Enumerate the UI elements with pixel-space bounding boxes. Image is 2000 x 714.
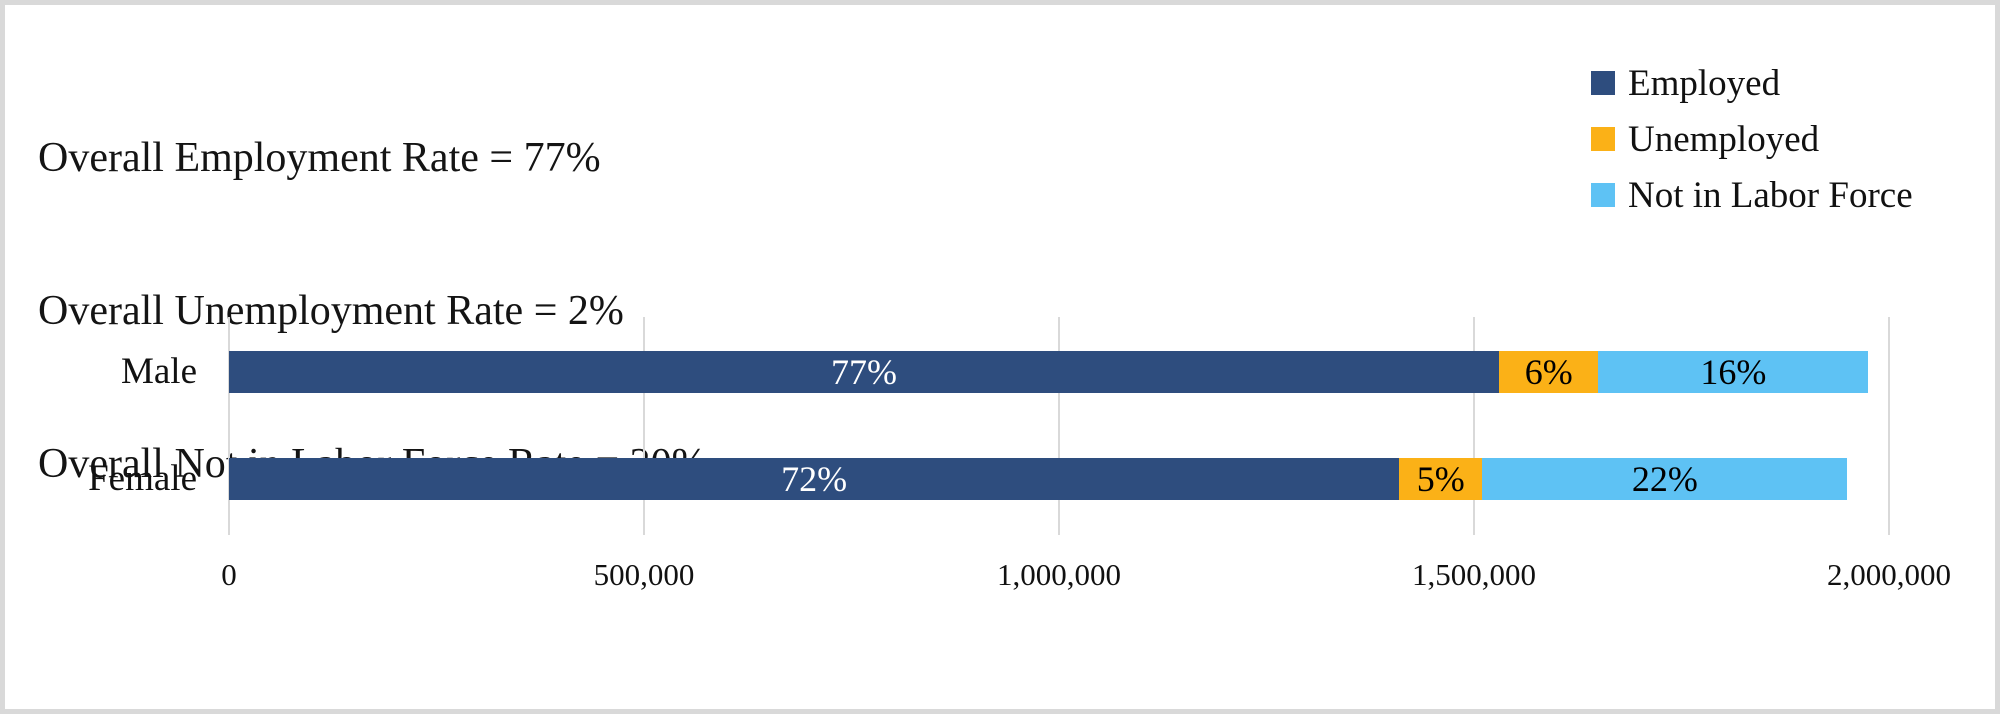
segment-not-in-labor-force-female: 22% <box>1482 458 1848 500</box>
legend-swatch-icon <box>1591 71 1615 95</box>
legend-label: Unemployed <box>1628 118 1820 160</box>
legend-label: Not in Labor Force <box>1628 174 1913 216</box>
segment-unemployed-male: 6% <box>1498 351 1599 393</box>
segment-not-in-labor-force-male: 16% <box>1598 351 1869 393</box>
x-axis-tick-label: 1,000,000 <box>997 557 1121 592</box>
gridline <box>1058 317 1060 535</box>
gridline <box>1473 317 1475 535</box>
gridline <box>228 317 230 535</box>
category-label-female: Female <box>88 458 197 499</box>
category-label-male: Male <box>120 351 197 392</box>
x-axis-tick-label: 2,000,000 <box>1827 557 1951 592</box>
bar-male: 77% 6% 16% <box>229 351 1869 393</box>
data-label: 6% <box>1524 352 1573 392</box>
gridline <box>643 317 645 535</box>
legend-swatch-icon <box>1591 127 1615 151</box>
legend-item-employed: Employed <box>1591 61 1913 105</box>
segment-employed-male: 77% <box>229 351 1499 393</box>
legend-item-not-in-labor-force: Not in Labor Force <box>1591 173 1913 217</box>
overall-unemployment-rate-line: Overall Unemployment Rate = 2% <box>38 288 624 334</box>
data-label: 5% <box>1416 459 1465 499</box>
data-label: 77% <box>830 352 897 392</box>
x-axis-tick-label: 1,500,000 <box>1412 557 1536 592</box>
x-axis-tick-label: 500,000 <box>593 557 695 592</box>
data-label: 16% <box>1700 352 1767 392</box>
data-label: 72% <box>781 459 848 499</box>
gridline <box>1888 317 1890 535</box>
x-axis-tick-label: 0 <box>221 557 237 592</box>
overall-employment-rate-line: Overall Employment Rate = 77% <box>38 135 601 181</box>
legend: Employed Unemployed Not in Labor Force <box>1591 61 1913 229</box>
plot-area: 77% 6% 16% 72% 5% 22% <box>228 317 1890 535</box>
segment-employed-female: 72% <box>229 458 1400 500</box>
segment-unemployed-female: 5% <box>1399 458 1483 500</box>
legend-item-unemployed: Unemployed <box>1591 117 1913 161</box>
legend-swatch-icon <box>1591 183 1615 207</box>
legend-label: Employed <box>1628 62 1781 104</box>
bar-female: 72% 5% 22% <box>229 458 1848 500</box>
data-label: 22% <box>1631 459 1698 499</box>
